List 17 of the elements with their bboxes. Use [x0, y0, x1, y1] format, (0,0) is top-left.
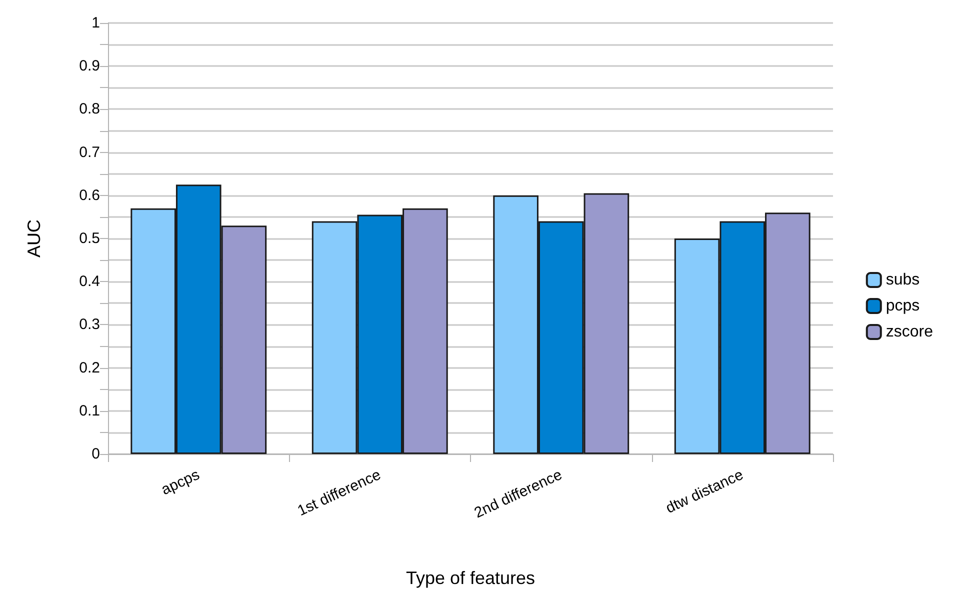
y-tick-label: 0.1 — [79, 402, 100, 420]
y-tick-label: 0.3 — [79, 316, 100, 334]
y-axis-title: AUC — [24, 219, 44, 258]
y-tick-label: 0.4 — [79, 273, 100, 290]
y-tick-label: 1 — [92, 14, 100, 32]
y-tick-label: 0.9 — [79, 58, 100, 75]
y-tick-label: 0.6 — [79, 186, 100, 204]
x-axis-title: Type of features — [406, 568, 536, 588]
y-tick-label: 0.2 — [79, 359, 100, 376]
legend-label: zscore — [886, 324, 934, 340]
y-tick-label: 0.8 — [79, 100, 100, 118]
y-tick-label: 0.5 — [79, 230, 100, 247]
legend-label: pcps — [886, 298, 920, 314]
x-tick-label: apcps — [158, 466, 202, 499]
y-tick-label: 0.7 — [79, 144, 100, 161]
legend-label: subs — [886, 272, 920, 288]
y-tick-label: 0 — [92, 446, 100, 462]
